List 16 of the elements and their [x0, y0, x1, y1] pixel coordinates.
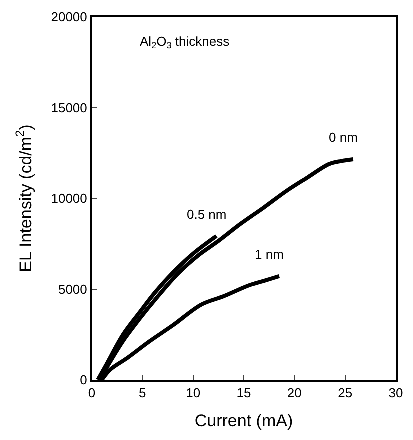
x-tick-label: 25 [338, 386, 353, 401]
y-tick-label: 5000 [58, 282, 88, 297]
series-label: 0 nm [329, 130, 358, 145]
series-label: 1 nm [255, 247, 284, 262]
x-tick-label: 20 [287, 386, 302, 401]
x-tick-label: 10 [186, 386, 201, 401]
x-tick-label: 30 [388, 386, 404, 401]
y-tick-label: 10000 [51, 191, 88, 206]
y-tick-label: 0 [80, 372, 88, 388]
series-label: 0.5 nm [187, 207, 227, 222]
y-tick-label: 20000 [51, 10, 88, 25]
x-tick-label: 5 [139, 386, 146, 401]
x-axis-title: Current (mA) [194, 412, 294, 430]
x-tick-label: 15 [236, 386, 252, 401]
annotation: Al$_{2}$O$_{3}$ thickness [140, 34, 230, 51]
y-tick-label: 15000 [51, 100, 88, 116]
